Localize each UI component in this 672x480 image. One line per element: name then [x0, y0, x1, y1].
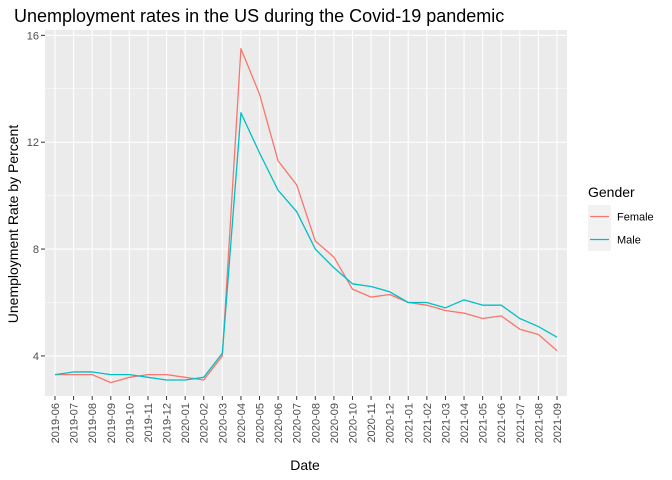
legend-label-male: Male [617, 235, 641, 247]
x-tick-label: 2021-08 [533, 403, 545, 443]
x-tick-label: 2020-09 [329, 403, 341, 443]
x-tick-label: 2020-06 [273, 403, 285, 443]
y-axis-title: Unemployment Rate by Percent [5, 125, 21, 324]
x-tick-label: 2021-03 [440, 403, 452, 443]
x-tick-label: 2020-12 [385, 403, 397, 443]
x-axis: 2019-06 2019-07 2019-08 2019-09 2019-10 2019-… [50, 396, 564, 443]
x-tick-label: 2021-04 [459, 403, 471, 443]
x-tick-label: 2020-07 [292, 403, 304, 443]
legend-label-female: Female [617, 212, 654, 224]
x-tick-label: 2020-08 [310, 403, 322, 443]
y-tick-label: 4 [33, 351, 39, 363]
x-tick-label: 2021-05 [478, 403, 490, 443]
x-tick-label: 2019-12 [162, 403, 174, 443]
y-tick-label: 8 [33, 244, 39, 256]
x-tick-label: 2020-02 [199, 403, 211, 443]
x-tick-label: 2019-06 [50, 403, 62, 443]
x-tick-label: 2020-03 [217, 403, 229, 443]
legend-title: Gender [588, 184, 635, 200]
x-tick-label: 2019-08 [87, 403, 99, 443]
minor-gridlines [45, 88, 567, 303]
chart-title: Unemployment rates in the US during the … [14, 6, 504, 26]
series-line-male [54, 112, 558, 381]
x-tick-label: 2021-07 [515, 403, 527, 443]
legend: Gender Female Male [588, 184, 654, 251]
y-axis: 4 8 12 16 [27, 30, 45, 363]
x-tick-label: 2021-06 [496, 403, 508, 443]
x-tick-label: 2019-10 [124, 403, 136, 443]
x-tick-label: 2021-02 [422, 403, 434, 443]
x-tick-label: 2019-07 [69, 403, 81, 443]
x-tick-label: 2020-05 [255, 403, 267, 443]
series-lines [54, 48, 558, 384]
x-tick-label: 2019-11 [143, 403, 155, 443]
x-axis-title: Date [290, 457, 320, 473]
y-tick-label: 16 [27, 30, 39, 42]
x-tick-label: 2020-01 [180, 403, 192, 443]
x-tick-label: 2020-11 [366, 403, 378, 443]
x-tick-label: 2020-10 [347, 403, 359, 443]
y-tick-label: 12 [27, 137, 39, 149]
major-gridlines [45, 30, 567, 396]
x-tick-label: 2019-09 [106, 403, 118, 443]
x-tick-label: 2021-01 [403, 403, 415, 443]
x-tick-label: 2021-09 [552, 403, 564, 443]
x-tick-label: 2020-04 [236, 403, 248, 443]
